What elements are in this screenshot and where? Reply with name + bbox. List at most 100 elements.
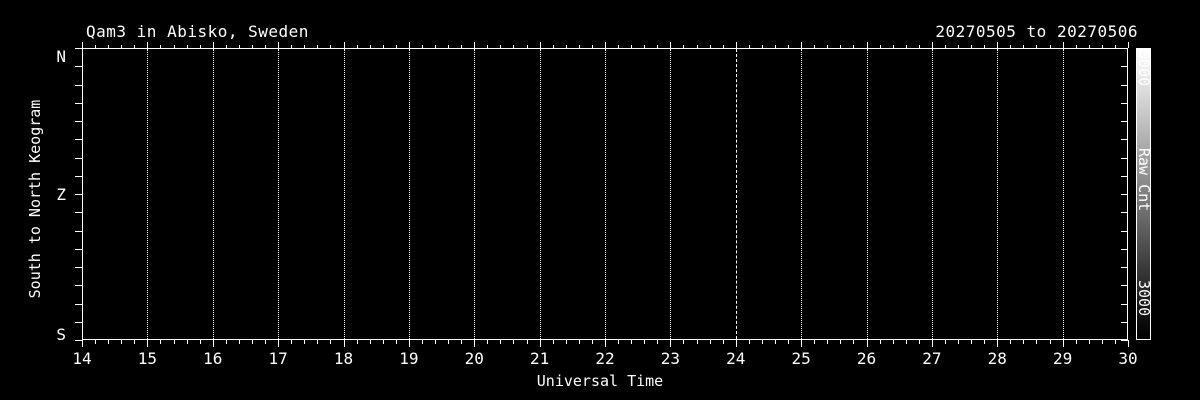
x-tick-minor — [121, 340, 123, 344]
x-tick-top-minor — [696, 45, 698, 48]
x-tick-minor — [722, 340, 724, 344]
x-tick-top-major-14 — [82, 42, 83, 48]
x-tick-top-minor — [1036, 45, 1038, 48]
x-tick-minor — [696, 340, 698, 344]
x-tick-minor — [199, 340, 201, 344]
x-tick-top-minor — [748, 45, 750, 48]
y-tick-right — [1121, 102, 1128, 104]
x-tick-minor — [108, 340, 110, 344]
x-tick-label-15: 15 — [137, 349, 157, 368]
x-tick-top-minor — [265, 45, 267, 48]
x-tick-top-minor — [238, 45, 240, 48]
y-tick-right — [1121, 248, 1128, 250]
keogram-plot-area — [82, 48, 1128, 340]
x-tick-major-19 — [408, 340, 410, 347]
y-tick — [75, 194, 82, 195]
x-tick-top-minor — [774, 45, 776, 48]
x-tick-top-minor — [814, 45, 816, 48]
x-tick-label-24: 24 — [726, 349, 746, 368]
x-tick-minor — [238, 340, 240, 344]
x-tick-top-minor — [788, 45, 790, 48]
x-tick-top-minor — [944, 45, 946, 48]
y-tick — [75, 84, 82, 86]
x-tick-minor — [1075, 340, 1077, 344]
x-tick-minor — [186, 340, 188, 344]
gridline-hour-16 — [212, 49, 214, 339]
x-tick-top-minor — [578, 45, 580, 48]
x-tick-top-minor — [618, 45, 620, 48]
x-tick-major-23 — [670, 340, 672, 347]
x-tick-major-22 — [605, 340, 606, 347]
y-tick — [75, 121, 82, 122]
x-tick-top-major-27 — [931, 42, 933, 48]
x-tick-minor — [788, 340, 790, 344]
x-tick-label-25: 25 — [791, 349, 811, 368]
x-tick-major-29 — [1062, 340, 1064, 347]
x-tick-minor — [134, 340, 136, 344]
x-tick-label-19: 19 — [399, 349, 419, 368]
x-tick-minor — [683, 340, 685, 344]
x-tick-top-minor — [251, 45, 253, 48]
x-tick-top-minor — [487, 45, 489, 48]
y-tick-right — [1121, 267, 1128, 268]
x-tick-minor — [814, 340, 816, 344]
page-title: Qam3 in Abisko, Sweden — [86, 22, 309, 41]
x-tick-minor — [552, 340, 554, 344]
x-tick-minor — [225, 340, 227, 344]
x-tick-top-minor — [918, 45, 920, 48]
x-tick-minor — [853, 340, 855, 344]
x-tick-label-27: 27 — [922, 349, 942, 368]
y-tick-right — [1121, 340, 1128, 341]
colorbar-min-label: 3000 — [1135, 280, 1153, 317]
x-tick-top-major-30 — [1128, 42, 1129, 48]
x-tick-top-major-21 — [539, 42, 541, 48]
x-tick-top-minor — [317, 45, 319, 48]
x-tick-top-minor — [591, 45, 593, 48]
x-tick-major-20 — [474, 340, 476, 347]
x-tick-top-minor — [971, 45, 973, 48]
x-tick-minor — [1036, 340, 1038, 344]
x-tick-minor — [421, 340, 423, 344]
x-tick-label-28: 28 — [987, 349, 1007, 368]
x-tick-top-major-22 — [605, 42, 606, 48]
y-tick-right — [1121, 212, 1128, 214]
x-tick-minor — [95, 340, 97, 344]
y-tick — [75, 248, 82, 250]
x-tick-minor — [160, 340, 162, 344]
x-tick-minor — [892, 340, 894, 344]
x-tick-minor — [984, 340, 986, 344]
y-tick — [75, 267, 82, 268]
y-tick — [75, 230, 82, 232]
x-tick-top-minor — [291, 45, 293, 48]
colorbar-max-label: 5000 — [1135, 50, 1153, 87]
x-tick-top-minor — [892, 45, 894, 48]
x-tick-top-major-19 — [408, 42, 410, 48]
x-axis-title: Universal Time — [536, 372, 664, 390]
x-tick-label-14: 14 — [72, 349, 92, 368]
x-tick-top-major-16 — [212, 42, 214, 48]
x-tick-top-minor — [500, 45, 502, 48]
y-tick — [75, 175, 82, 177]
x-tick-top-minor — [186, 45, 188, 48]
y-tick-right — [1121, 48, 1128, 49]
y-tick — [75, 157, 82, 159]
x-tick-top-major-18 — [343, 42, 345, 48]
x-tick-top-minor — [1114, 45, 1116, 48]
x-tick-major-21 — [539, 340, 541, 347]
x-tick-major-18 — [343, 340, 345, 347]
x-tick-minor — [265, 340, 267, 344]
x-tick-minor — [435, 340, 437, 344]
x-tick-minor — [291, 340, 293, 344]
x-tick-label-30: 30 — [1118, 349, 1138, 368]
x-tick-top-minor — [1010, 45, 1012, 48]
gridline-hour-20 — [474, 49, 476, 339]
y-tick-right — [1121, 66, 1128, 68]
x-tick-top-minor — [461, 45, 463, 48]
x-tick-top-minor — [1088, 45, 1090, 48]
y-tick — [75, 66, 82, 68]
x-tick-major-28 — [997, 340, 999, 347]
x-tick-label-21: 21 — [529, 349, 550, 368]
x-tick-minor — [251, 340, 253, 344]
x-tick-top-major-29 — [1062, 42, 1064, 48]
x-tick-minor — [317, 340, 319, 344]
